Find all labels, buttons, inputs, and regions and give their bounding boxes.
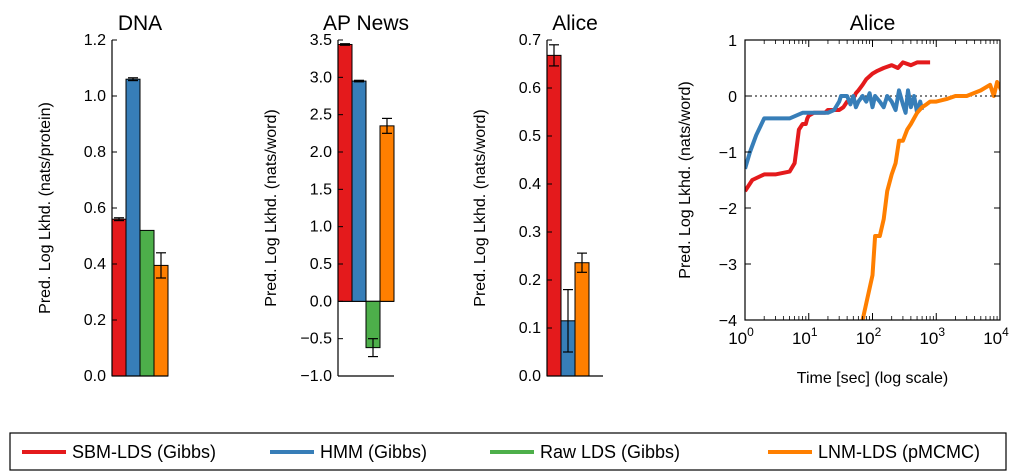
bar-panel-1: AP News −1.0 −0.5 0.0 0.5 1.0 1.5 2.0 2.5 3.0 3.5 P… xyxy=(263,12,409,385)
y-tick-label: 1 xyxy=(728,33,737,50)
panels: DNA 0.0 0.2 0.4 0.6 0.8 1.0 1.2 Pred. Log Lkhd. … xyxy=(37,12,1009,387)
y-tick-label: 1.0 xyxy=(310,219,332,236)
line-hmm-gibbs- xyxy=(745,88,925,170)
x-tick-exponent: 2 xyxy=(875,325,882,339)
x-tick-exponent: 4 xyxy=(1002,325,1009,339)
line-lnm-lds-pmcmc- xyxy=(860,80,1000,320)
panel-title: Alice xyxy=(552,12,598,35)
y-tick-label: −3 xyxy=(719,257,737,274)
y-tick-label: 0.0 xyxy=(519,368,541,385)
x-tick-exponent: 3 xyxy=(938,325,945,339)
legend-label: HMM (Gibbs) xyxy=(320,442,427,462)
y-tick-label: 0.6 xyxy=(519,80,541,97)
y-axis-label: Pred. Log Lkhd. (nats/word) xyxy=(263,109,280,306)
y-tick-label: 0 xyxy=(728,89,737,106)
bar-lnm-lds-pmcmc- xyxy=(153,264,169,377)
y-tick-label: 0.2 xyxy=(84,312,106,329)
y-tick-label: 1.0 xyxy=(84,88,106,105)
x-tick-label: 103 xyxy=(919,325,945,348)
x-tick-label: 100 xyxy=(728,325,754,348)
x-tick-label: 104 xyxy=(983,325,1009,348)
y-tick-label: 0.4 xyxy=(84,256,106,273)
line-sbm-lds-gibbs- xyxy=(745,60,931,193)
y-tick-label: 2.0 xyxy=(310,144,332,161)
x-tick-base: 10 xyxy=(983,329,1002,348)
y-tick-label: 0.4 xyxy=(519,176,541,193)
y-tick-label: 1.5 xyxy=(310,181,332,198)
y-tick-label: 0.0 xyxy=(310,293,332,310)
bar-sbm-lds-gibbs- xyxy=(337,43,353,302)
legend-label: LNM-LDS (pMCMC) xyxy=(818,442,980,462)
x-tick-base: 10 xyxy=(792,329,811,348)
y-tick-label: −4 xyxy=(719,313,737,330)
y-tick-label: 0.5 xyxy=(519,128,541,145)
series-lines xyxy=(745,60,1000,320)
bar-panel-0: DNA 0.0 0.2 0.4 0.6 0.8 1.0 1.2 Pred. Log Lkhd. … xyxy=(37,12,169,385)
y-tick-label: 3.0 xyxy=(310,69,332,86)
legend: SBM-LDS (Gibbs) HMM (Gibbs) Raw LDS (Gibbs… xyxy=(9,432,1007,471)
y-tick-label: 0.3 xyxy=(519,224,541,241)
bar-hmm-gibbs- xyxy=(125,78,141,377)
bar-panel-2: Alice 0.0 0.1 0.2 0.3 0.4 0.5 0.6 0.7 Pred. Log L… xyxy=(472,12,603,385)
y-tick-label: −1.0 xyxy=(300,368,332,385)
y-tick-label: 0.8 xyxy=(84,144,106,161)
bar-raw-lds-gibbs- xyxy=(139,229,155,377)
x-tick-exponent: 0 xyxy=(747,325,754,339)
y-tick-label: −1 xyxy=(719,145,737,162)
y-tick-label: 1.2 xyxy=(84,32,106,49)
x-tick-base: 10 xyxy=(919,329,938,348)
x-tick-label: 101 xyxy=(792,325,818,348)
y-tick-label: −0.5 xyxy=(300,331,332,348)
legend-label: SBM-LDS (Gibbs) xyxy=(72,442,216,462)
bar-lnm-lds-pmcmc- xyxy=(574,262,590,377)
x-tick-base: 10 xyxy=(728,329,747,348)
bar-sbm-lds-gibbs- xyxy=(111,218,127,377)
y-tick-label: 0.0 xyxy=(84,368,106,385)
panel-title: AP News xyxy=(323,12,409,35)
y-tick-label: 2.5 xyxy=(310,107,332,124)
x-tick-label: 102 xyxy=(856,325,882,348)
bar-hmm-gibbs- xyxy=(351,80,367,302)
y-axis-label: Pred. Log Lkhd. (nats/word) xyxy=(677,81,694,278)
y-tick-label: 0.7 xyxy=(519,32,541,49)
y-tick-label: 0.2 xyxy=(519,272,541,289)
y-tick-label: 3.5 xyxy=(310,32,332,49)
panel-title: DNA xyxy=(118,12,162,35)
x-tick-base: 10 xyxy=(856,329,875,348)
panel-title: Alice xyxy=(850,12,896,35)
y-axis-label: Pred. Log Lkhd. (nats/word) xyxy=(472,109,489,306)
bar-lnm-lds-pmcmc- xyxy=(379,125,395,302)
y-tick-label: 0.5 xyxy=(310,256,332,273)
x-axis-label: Time [sec] (log scale) xyxy=(797,370,948,387)
legend-items: SBM-LDS (Gibbs) HMM (Gibbs) Raw LDS (Gibbs… xyxy=(22,442,980,462)
legend-label: Raw LDS (Gibbs) xyxy=(540,442,680,462)
y-tick-label: −2 xyxy=(719,201,737,218)
y-axis-label: Pred. Log Lkhd. (nats/protein) xyxy=(37,102,54,314)
y-tick-label: 0.6 xyxy=(84,200,106,217)
x-tick-exponent: 1 xyxy=(811,325,818,339)
y-tick-label: 0.1 xyxy=(519,320,541,337)
